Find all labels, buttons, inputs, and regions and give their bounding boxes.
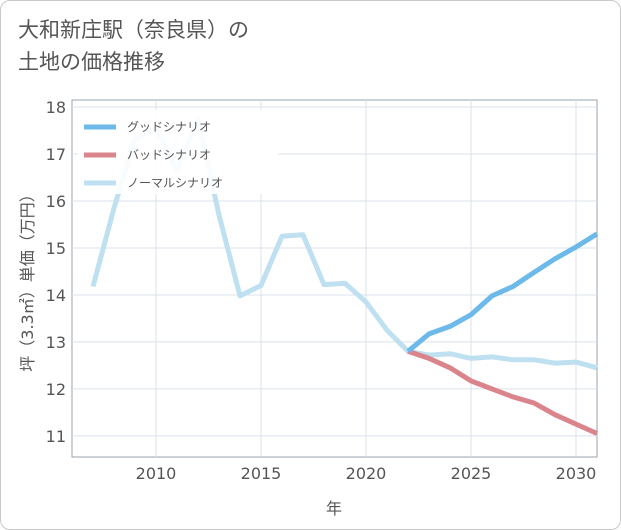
title-line-1: 大和新庄駅（奈良県）の [18, 18, 249, 42]
y-tick-label: 17 [46, 145, 66, 164]
chart-title: 大和新庄駅（奈良県）の 土地の価格推移 [18, 14, 249, 78]
title-line-2: 土地の価格推移 [18, 50, 165, 74]
y-tick-label: 11 [46, 427, 66, 446]
y-tick-label: 12 [46, 380, 66, 399]
series-line-1 [407, 348, 599, 436]
y-tick-label: 15 [46, 239, 66, 258]
y-tick-label: 14 [46, 286, 66, 305]
x-axis-title: 年 [326, 499, 342, 518]
legend-label: ノーマルシナリオ [127, 176, 223, 190]
legend-label: バッドシナリオ [127, 148, 211, 162]
y-axis-title: 坪（3.3㎡）単価（万円） [18, 186, 37, 371]
x-tick-label: 2030 [556, 464, 597, 483]
series-line-0 [406, 231, 599, 354]
y-tick-labels: 11 12 13 14 15 16 17 18 [46, 98, 66, 446]
x-tick-labels: 2010 2015 2020 2025 2030 [136, 464, 597, 483]
grid [72, 100, 597, 457]
x-tick-label: 2025 [451, 464, 492, 483]
x-tick-label: 2010 [136, 464, 177, 483]
y-tick-label: 13 [46, 333, 66, 352]
y-tick-label: 16 [46, 192, 66, 211]
x-tick-label: 2020 [346, 464, 387, 483]
legend-box [78, 110, 278, 194]
y-tick-label: 18 [46, 98, 66, 117]
x-tick-label: 2015 [241, 464, 282, 483]
legend-label: グッドシナリオ [127, 120, 211, 134]
